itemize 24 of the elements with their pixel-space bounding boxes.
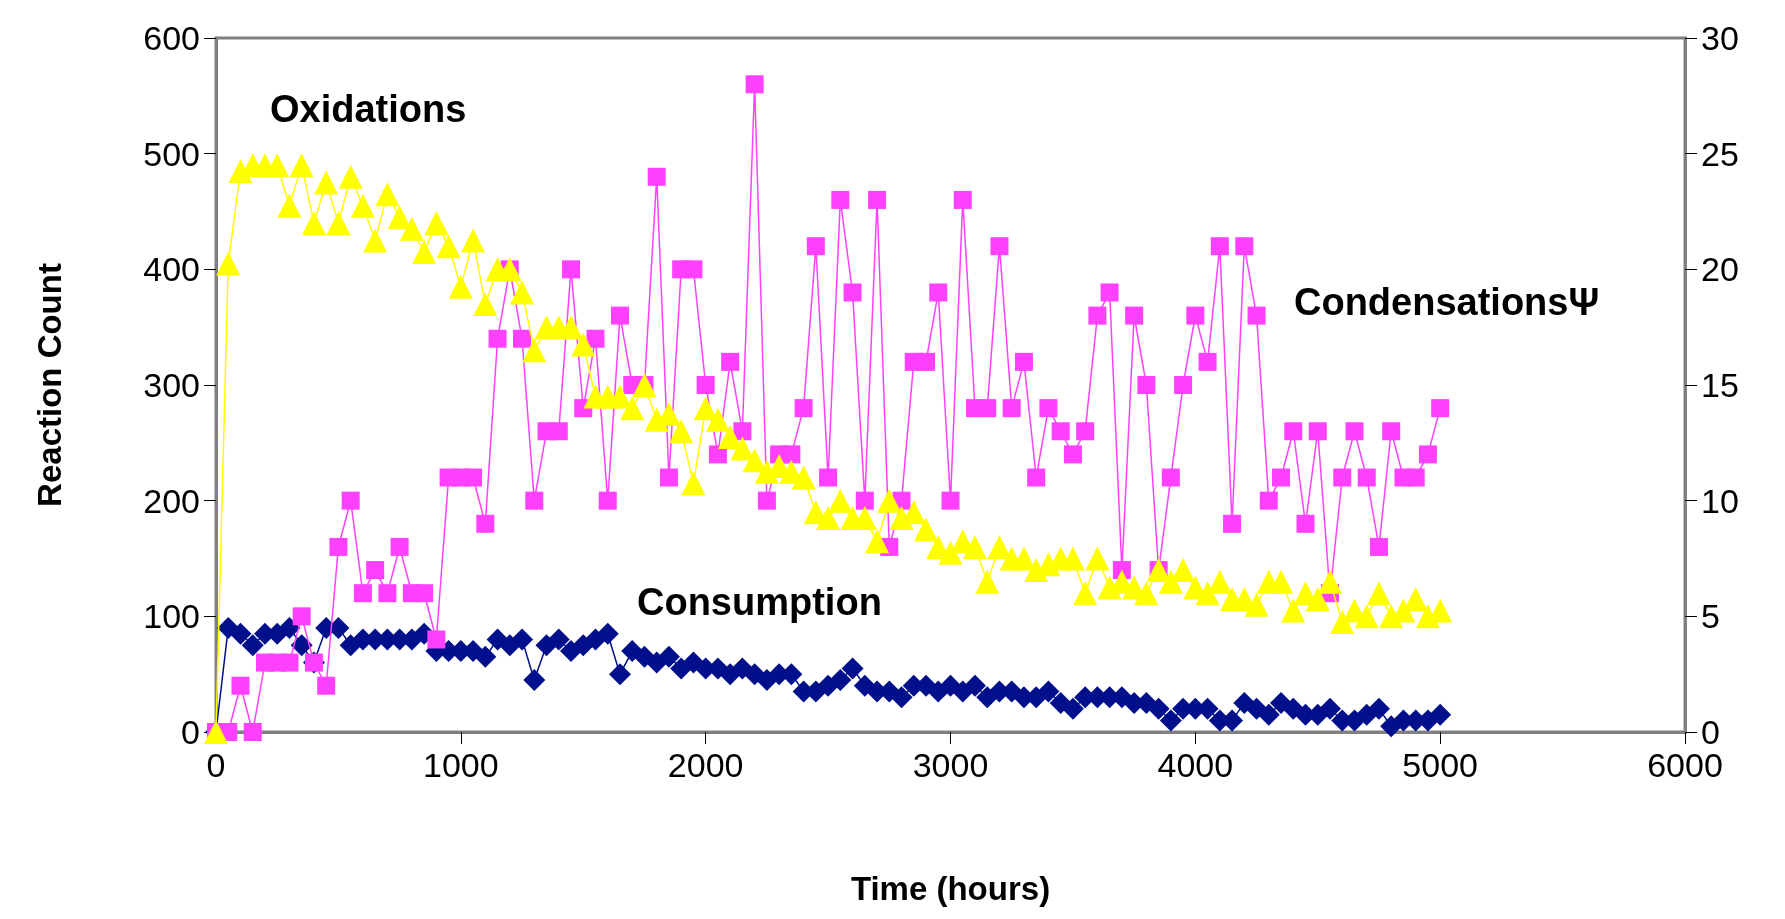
x-axis-title: Time (hours) [850, 870, 1051, 907]
y2-tick-label: 25 [1701, 134, 1739, 173]
series-label: CondensationsΨ [1294, 281, 1600, 323]
y-tick-label: 100 [143, 597, 200, 636]
x-tick-label: 1000 [423, 746, 499, 784]
x-tick-label: 5000 [1402, 746, 1478, 784]
y-axis-title: Reaction Count [31, 263, 68, 507]
x-tick-label: 0 [206, 746, 226, 784]
series-label: Oxidations [270, 88, 467, 130]
x-tick-label: 4000 [1157, 746, 1234, 784]
y-tick-label: 200 [143, 481, 200, 520]
y2-tick-label: 15 [1701, 366, 1739, 404]
y-tick-label: 600 [143, 19, 200, 57]
x-tick-label: 3000 [912, 746, 989, 784]
y-tick-label: 500 [143, 134, 200, 173]
y-tick-label: 400 [143, 250, 200, 289]
y-tick-label: 0 [181, 713, 200, 751]
y2-tick-label: 5 [1701, 597, 1720, 636]
y-tick-label: 300 [143, 366, 200, 404]
series-label: Consumption [637, 581, 882, 623]
y2-tick-label: 10 [1701, 481, 1739, 520]
x-tick-label: 2000 [667, 746, 744, 784]
y2-tick-label: 20 [1701, 250, 1739, 289]
y2-tick-label: 30 [1701, 19, 1739, 57]
